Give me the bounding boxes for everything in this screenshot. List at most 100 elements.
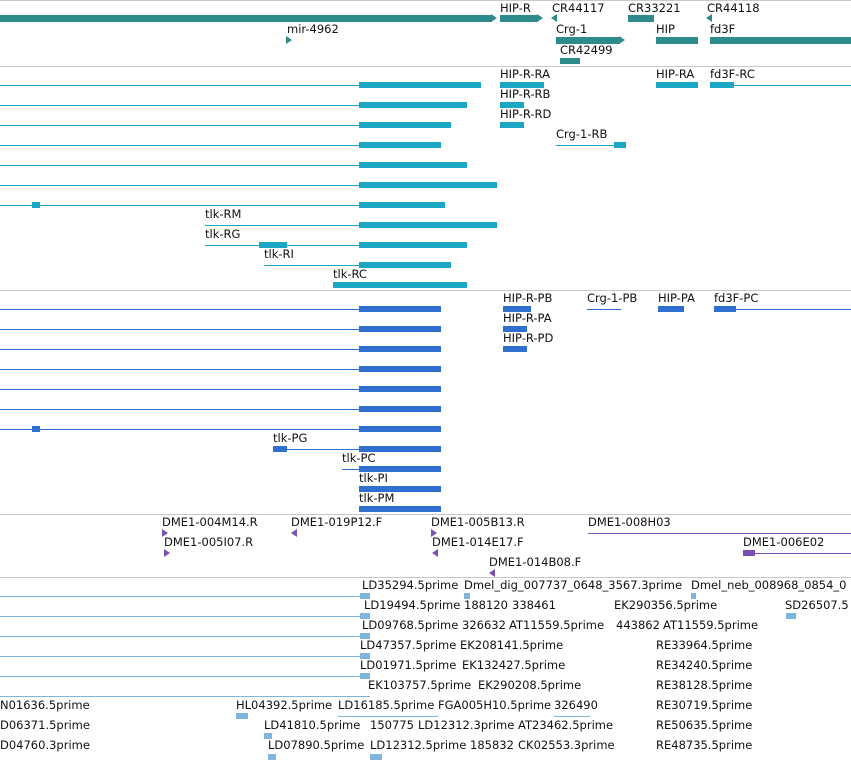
est-block[interactable] <box>464 593 470 599</box>
gene-label[interactable]: CR42499 <box>560 43 613 57</box>
cds-label[interactable]: tlk-PC <box>342 451 376 465</box>
exon-block[interactable] <box>614 142 626 148</box>
est-label[interactable]: SD26507.5 <box>785 598 849 612</box>
bac-end-arrow-icon[interactable] <box>489 569 495 577</box>
bac-end-arrow-icon[interactable] <box>431 529 437 537</box>
est-label[interactable]: RE50635.5prime <box>656 718 753 732</box>
est-block[interactable] <box>786 613 796 619</box>
est-label[interactable]: LD41810.5prime <box>264 718 361 732</box>
gene-label[interactable]: HIP-R <box>500 1 531 15</box>
est-label[interactable]: AT11559.5prime <box>509 618 605 632</box>
exon-block[interactable] <box>500 102 524 108</box>
cds-block[interactable] <box>359 346 441 352</box>
est-label[interactable]: LD01971.5prime <box>360 658 457 672</box>
exon-block[interactable] <box>359 202 445 208</box>
gene-label[interactable]: CR44118 <box>707 1 760 15</box>
transcript-label[interactable]: tlk-RG <box>205 227 241 241</box>
est-label[interactable]: LD35294.5prime <box>362 578 459 592</box>
cds-block[interactable] <box>714 306 736 312</box>
exon-block[interactable] <box>32 202 40 208</box>
est-label[interactable]: LD09768.5prime <box>362 618 459 632</box>
est-label[interactable]: AT23462.5prime <box>518 718 614 732</box>
est-label[interactable]: Dmel_neb_008968_0854_0 <box>691 578 847 592</box>
est-block[interactable] <box>264 733 272 739</box>
cds-label[interactable]: fd3F-PC <box>714 291 759 305</box>
exon-block[interactable] <box>359 262 451 268</box>
cds-label[interactable]: tlk-PG <box>273 431 308 445</box>
gene-feature[interactable] <box>560 58 580 64</box>
est-label[interactable]: EK103757.5prime <box>368 678 472 692</box>
exon-block[interactable] <box>710 82 734 88</box>
transcript-label[interactable]: HIP-RA <box>656 67 695 81</box>
cds-block[interactable] <box>359 326 441 332</box>
est-block[interactable] <box>360 613 370 619</box>
bac-end-label[interactable]: DME1-005I07.R <box>164 535 254 549</box>
gene-label[interactable]: CR44117 <box>552 1 605 15</box>
bac-end-arrow-icon[interactable] <box>164 549 170 557</box>
est-block[interactable] <box>360 633 370 639</box>
cds-block[interactable] <box>658 306 684 312</box>
cds-block[interactable] <box>273 446 287 452</box>
transcript-label[interactable]: Crg-1-RB <box>556 127 608 141</box>
est-label[interactable]: 326632 <box>462 618 506 632</box>
gene-label[interactable]: mir-4962 <box>287 22 339 36</box>
est-block[interactable] <box>268 754 276 760</box>
cds-label[interactable]: Crg-1-PB <box>587 291 638 305</box>
est-label[interactable]: 338461 <box>512 598 556 612</box>
est-label[interactable]: 188120 <box>464 598 508 612</box>
est-label[interactable]: D06371.5prime <box>0 718 90 732</box>
cds-block[interactable] <box>359 406 441 412</box>
cds-block[interactable] <box>359 506 441 512</box>
bac-end-label[interactable]: DME1-004M14.R <box>162 515 258 529</box>
exon-block[interactable] <box>333 282 467 288</box>
exon-block[interactable] <box>656 82 698 88</box>
bac-end-arrow-icon[interactable] <box>432 549 438 557</box>
est-block[interactable] <box>691 593 696 599</box>
est-label[interactable]: LD16185.5prime <box>338 698 435 712</box>
est-block[interactable] <box>370 754 382 760</box>
exon-block[interactable] <box>259 242 287 248</box>
est-label[interactable]: LD12312.3prime <box>418 718 515 732</box>
exon-block[interactable] <box>359 142 441 148</box>
cds-label[interactable]: HIP-R-PD <box>503 331 554 345</box>
gene-feature[interactable] <box>656 37 698 44</box>
exon-block[interactable] <box>359 162 467 168</box>
est-label[interactable]: 443862 <box>616 618 660 632</box>
gene-label[interactable]: Crg-1 <box>556 22 588 36</box>
est-block[interactable] <box>360 673 370 679</box>
transcript-label[interactable]: HIP-R-RB <box>500 87 551 101</box>
bac-end-label[interactable]: DME1-008H03 <box>588 515 671 529</box>
transcript-label[interactable]: tlk-RM <box>205 207 242 221</box>
gene-label[interactable]: HIP <box>656 22 675 36</box>
est-block[interactable] <box>360 593 370 599</box>
est-label[interactable]: D04760.3prime <box>0 738 90 752</box>
bac-end-label[interactable]: DME1-006E02 <box>743 535 825 549</box>
est-label[interactable]: EK208141.5prime <box>460 638 564 652</box>
cds-block[interactable] <box>32 426 40 432</box>
bac-end-label[interactable]: DME1-014B08.F <box>489 555 582 569</box>
est-label[interactable]: LD47357.5prime <box>360 638 457 652</box>
gene-label[interactable]: CR33221 <box>628 1 681 15</box>
bac-end-arrow-icon[interactable] <box>291 529 297 537</box>
est-label[interactable]: 150775 <box>370 718 414 732</box>
exon-block[interactable] <box>359 222 497 228</box>
gene-feature[interactable] <box>710 37 851 44</box>
bac-end-label[interactable]: DME1-005B13.R <box>431 515 525 529</box>
est-label[interactable]: RE38128.5prime <box>656 678 753 692</box>
cds-label[interactable]: tlk-PI <box>359 471 388 485</box>
cds-label[interactable]: HIP-R-PB <box>503 291 553 305</box>
gene-feature[interactable] <box>0 15 492 22</box>
cds-block[interactable] <box>359 426 441 432</box>
est-label[interactable]: RE48735.5prime <box>656 738 753 752</box>
cds-block[interactable] <box>359 366 441 372</box>
exon-block[interactable] <box>359 242 467 248</box>
cds-block[interactable] <box>359 446 441 452</box>
transcript-label[interactable]: tlk-RI <box>264 247 294 261</box>
est-label[interactable]: 185832 <box>470 738 514 752</box>
est-block[interactable] <box>360 653 370 659</box>
est-label[interactable]: RE30719.5prime <box>656 698 753 712</box>
cds-block[interactable] <box>359 306 441 312</box>
exon-block[interactable] <box>359 102 467 108</box>
cds-block[interactable] <box>359 486 441 492</box>
